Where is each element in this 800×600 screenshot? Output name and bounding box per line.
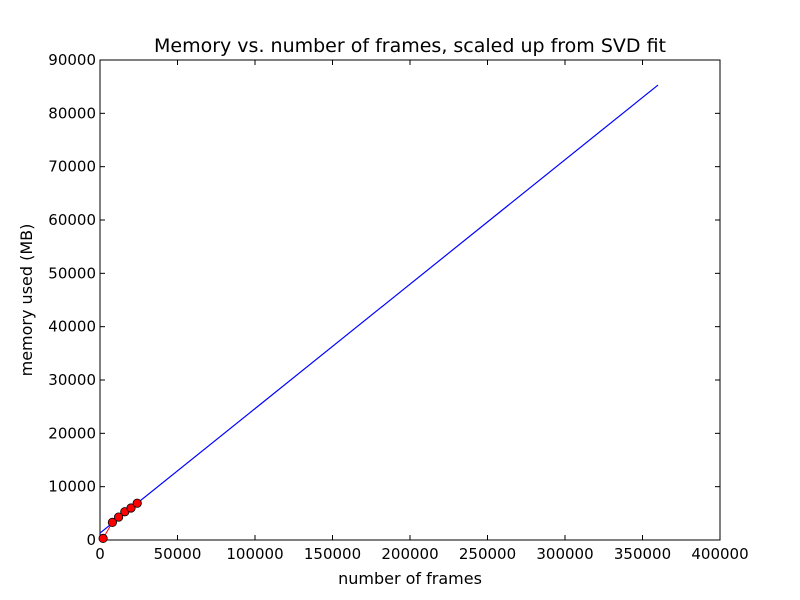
data-point bbox=[107, 517, 118, 528]
x-tick-label: 100000 bbox=[226, 545, 283, 563]
data-point bbox=[126, 503, 136, 513]
y-tick-label: 60000 bbox=[48, 211, 96, 229]
y-tick-label: 70000 bbox=[48, 158, 96, 176]
data-point bbox=[98, 533, 108, 544]
chart-title: Memory vs. number of frames, scaled up f… bbox=[154, 35, 666, 57]
plot-area: 0 50000 100000 150000 200000 250000 300000 3500… bbox=[48, 51, 748, 563]
data-point bbox=[114, 512, 124, 522]
y-axis-label: memory used (MB) bbox=[17, 224, 36, 377]
y-tick-label: 50000 bbox=[48, 264, 96, 282]
fit-line bbox=[99, 84, 659, 534]
x-tick-label: 400000 bbox=[691, 545, 748, 563]
y-tick-label: 30000 bbox=[48, 371, 96, 389]
y-tick-label: 80000 bbox=[48, 104, 96, 122]
x-tick-label: 150000 bbox=[304, 545, 361, 563]
y-tick-label: 0 bbox=[86, 531, 96, 549]
x-tick-label: 200000 bbox=[381, 545, 438, 563]
x-tick-label: 0 bbox=[95, 545, 105, 563]
x-tick-label: 250000 bbox=[459, 545, 516, 563]
x-tick-label: 50000 bbox=[154, 545, 202, 563]
x-tick-label: 350000 bbox=[614, 545, 671, 563]
y-tick-label: 10000 bbox=[48, 478, 96, 496]
plot-frame bbox=[99, 59, 721, 541]
y-tick-label: 90000 bbox=[48, 51, 96, 69]
y-tick-label: 40000 bbox=[48, 318, 96, 336]
data-point bbox=[132, 498, 142, 508]
x-tick-label: 300000 bbox=[536, 545, 593, 563]
x-axis-label: number of frames bbox=[338, 569, 482, 588]
y-tick-label: 20000 bbox=[48, 424, 96, 442]
